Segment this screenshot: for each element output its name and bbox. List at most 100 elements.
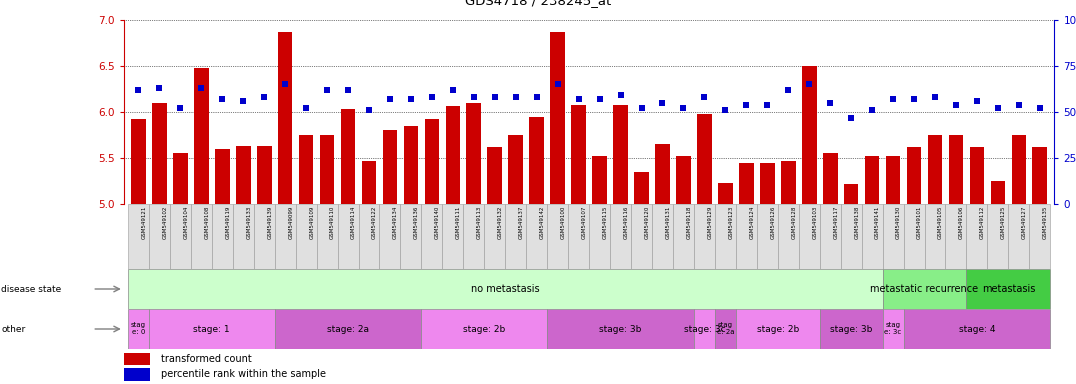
Text: GSM549133: GSM549133 — [246, 206, 252, 239]
Point — [905, 96, 922, 102]
Text: GSM549132: GSM549132 — [498, 206, 502, 239]
Text: GSM549117: GSM549117 — [833, 206, 838, 239]
Bar — [568, 204, 589, 269]
Text: GSM549119: GSM549119 — [225, 206, 230, 239]
Text: GSM549104: GSM549104 — [184, 206, 188, 239]
Point — [989, 105, 1006, 111]
Point — [423, 94, 440, 100]
Text: GSM549136: GSM549136 — [414, 206, 419, 239]
Bar — [672, 204, 694, 269]
Point — [843, 114, 860, 121]
Bar — [694, 309, 714, 349]
Text: disease state: disease state — [1, 285, 61, 293]
Point — [130, 87, 147, 93]
Bar — [966, 204, 988, 269]
Point — [717, 107, 734, 113]
Bar — [422, 204, 442, 269]
Bar — [296, 204, 316, 269]
Point — [402, 96, 420, 102]
Point — [193, 85, 210, 91]
Text: GSM549106: GSM549106 — [959, 206, 964, 239]
Point — [801, 81, 818, 88]
Bar — [131, 119, 145, 204]
Bar — [652, 204, 672, 269]
Point — [465, 94, 482, 100]
Bar — [969, 147, 985, 204]
Bar — [928, 135, 943, 204]
Text: GSM549135: GSM549135 — [1043, 206, 1048, 239]
Bar — [823, 153, 837, 204]
Bar — [820, 204, 840, 269]
Bar — [676, 156, 691, 204]
Text: GSM549124: GSM549124 — [750, 206, 754, 239]
Bar — [862, 204, 882, 269]
Bar — [697, 114, 711, 204]
Point — [444, 87, 462, 93]
Point — [759, 101, 776, 108]
Bar — [232, 204, 254, 269]
Bar — [236, 146, 251, 204]
Bar — [445, 106, 461, 204]
Text: metastasis: metastasis — [981, 284, 1035, 294]
Text: stage: 2b: stage: 2b — [756, 324, 798, 333]
Text: GSM549099: GSM549099 — [288, 206, 294, 239]
Bar — [484, 204, 506, 269]
Text: GSM549112: GSM549112 — [980, 206, 985, 239]
Bar — [550, 32, 565, 204]
Text: GSM549125: GSM549125 — [1001, 206, 1006, 239]
Point — [172, 105, 189, 111]
Text: GSM549130: GSM549130 — [896, 206, 902, 239]
Text: GSM549108: GSM549108 — [204, 206, 210, 239]
Text: GSM549113: GSM549113 — [477, 206, 482, 239]
Point — [612, 93, 629, 99]
Text: GSM549142: GSM549142 — [540, 206, 544, 239]
Text: GSM549110: GSM549110 — [330, 206, 336, 239]
Point — [549, 81, 566, 88]
Bar — [907, 147, 921, 204]
Bar — [128, 204, 148, 269]
Text: GSM549116: GSM549116 — [624, 206, 628, 239]
Text: GSM549107: GSM549107 — [582, 206, 586, 239]
Bar — [467, 103, 481, 204]
Bar — [904, 204, 924, 269]
Text: GSM549111: GSM549111 — [456, 206, 461, 239]
Bar — [128, 309, 148, 349]
Text: GSM549102: GSM549102 — [162, 206, 168, 239]
Point — [381, 96, 398, 102]
Point — [151, 85, 168, 91]
Point — [864, 107, 881, 113]
Bar — [571, 104, 586, 204]
Bar — [170, 204, 190, 269]
Point — [738, 101, 755, 108]
Bar — [840, 204, 862, 269]
Bar — [634, 172, 649, 204]
Bar — [274, 309, 422, 349]
Bar — [124, 353, 150, 365]
Bar — [548, 204, 568, 269]
Text: GSM549131: GSM549131 — [666, 206, 670, 239]
Bar — [991, 181, 1005, 204]
Point — [696, 94, 713, 100]
Bar — [589, 204, 610, 269]
Bar — [526, 204, 548, 269]
Text: other: other — [1, 324, 26, 333]
Bar — [820, 309, 882, 349]
Bar — [592, 156, 607, 204]
Text: GSM549138: GSM549138 — [854, 206, 860, 239]
Text: GSM549109: GSM549109 — [309, 206, 314, 239]
Bar — [781, 161, 795, 204]
Bar — [694, 204, 714, 269]
Text: stag
e: 2a: stag e: 2a — [717, 323, 734, 336]
Bar — [442, 204, 464, 269]
Text: GSM549128: GSM549128 — [792, 206, 796, 239]
Text: stage: 2a: stage: 2a — [327, 324, 369, 333]
Bar — [299, 135, 313, 204]
Bar — [778, 204, 798, 269]
Point — [884, 96, 902, 102]
Bar — [798, 204, 820, 269]
Bar — [148, 309, 274, 349]
Text: stage: 3c: stage: 3c — [683, 324, 725, 333]
Text: transformed count: transformed count — [161, 354, 252, 364]
Point — [633, 105, 650, 111]
Bar — [320, 135, 335, 204]
